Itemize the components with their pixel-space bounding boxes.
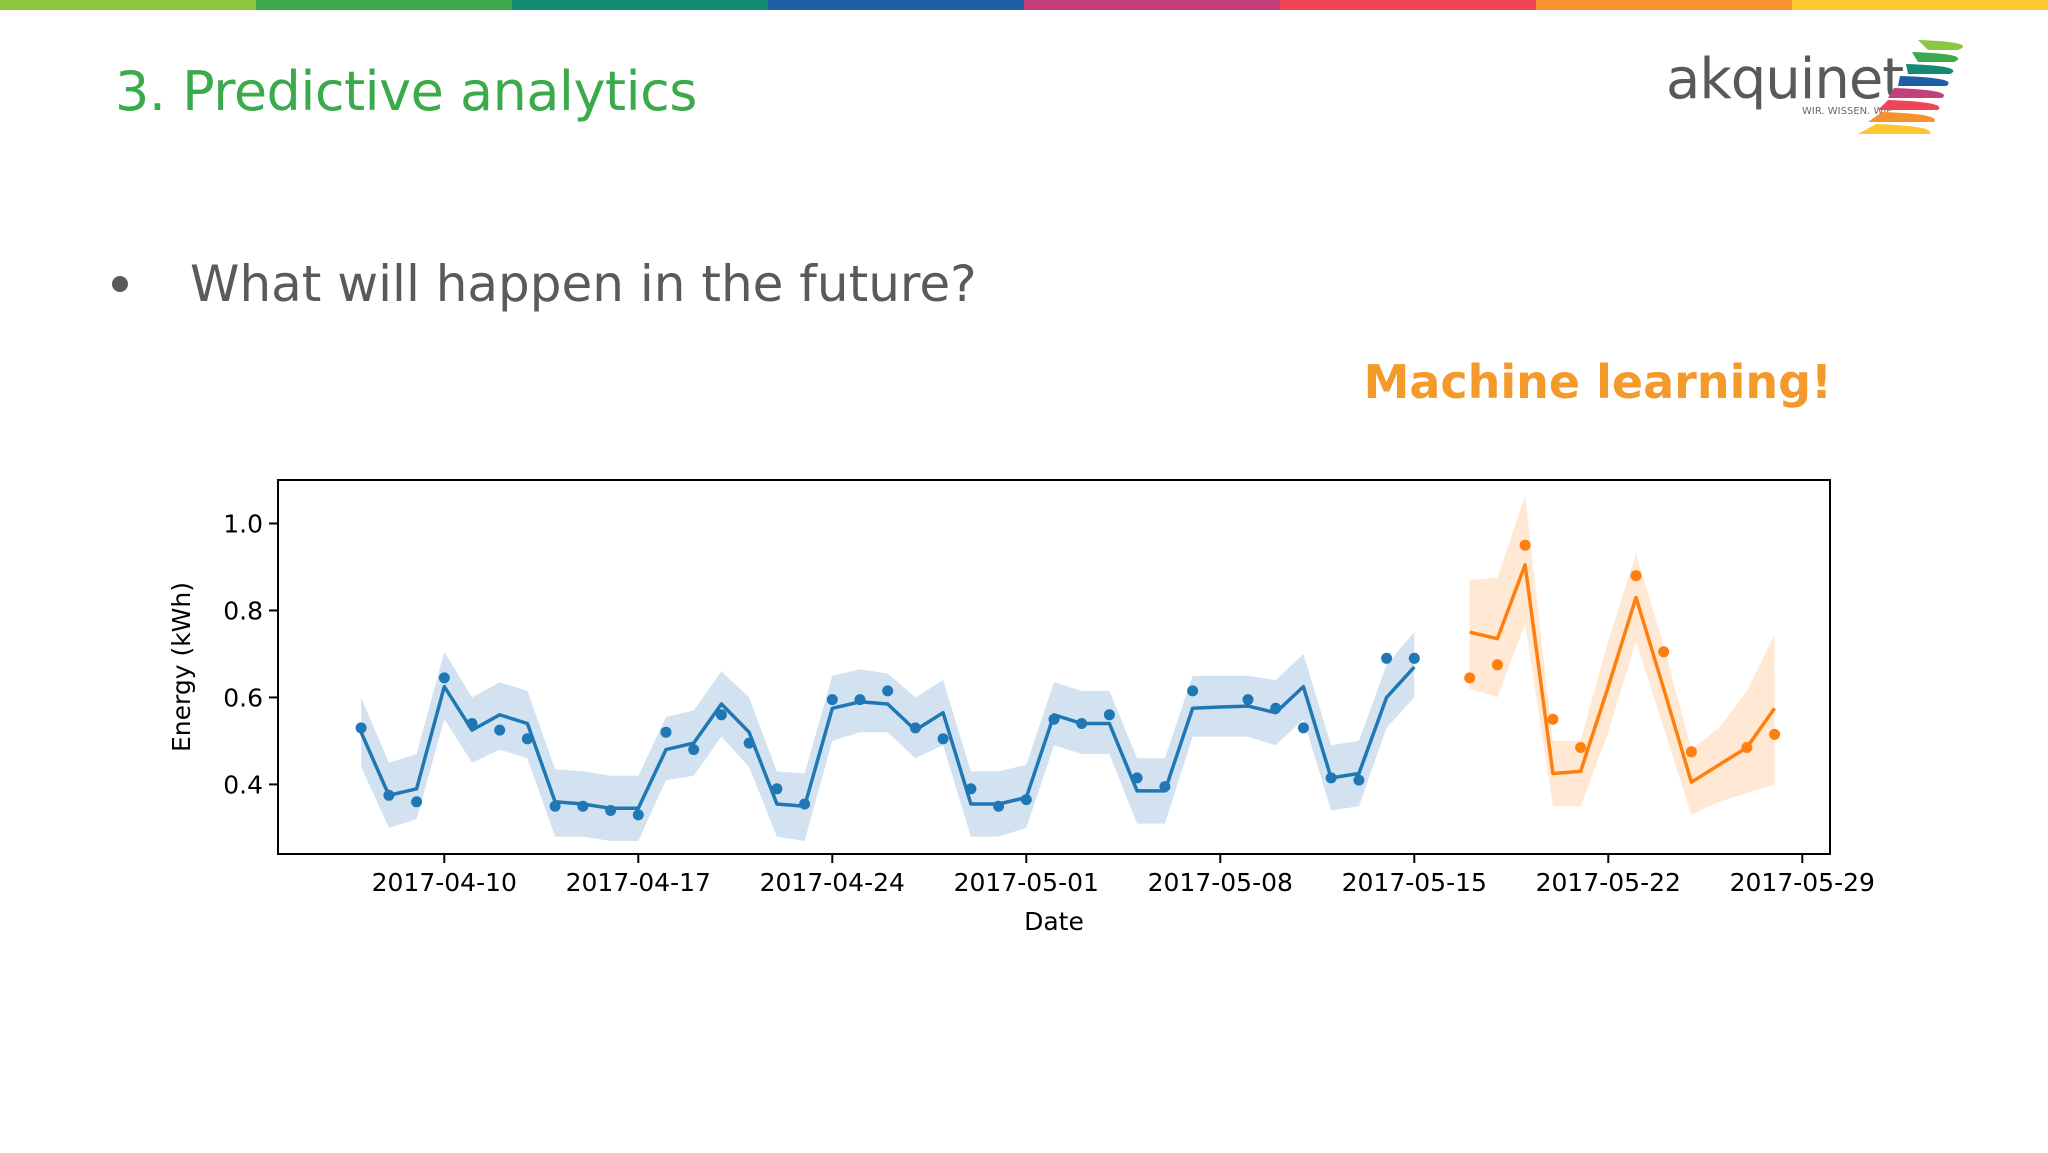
logo-stripe	[1918, 40, 1963, 50]
bullet-item: What will happen in the future?	[112, 255, 977, 313]
data-point	[1575, 742, 1587, 753]
logo-stripe	[1888, 88, 1944, 98]
data-point	[1491, 659, 1503, 671]
data-point	[1519, 539, 1531, 551]
y-tick-label: 0.8	[223, 596, 263, 625]
data-point	[411, 796, 423, 808]
data-point	[383, 789, 395, 801]
data-point	[1685, 746, 1697, 758]
data-point	[438, 672, 450, 684]
data-point	[1464, 672, 1476, 684]
logo-stripe	[1868, 112, 1935, 122]
logo-stripe	[1898, 76, 1949, 86]
top-bar-segment	[1536, 0, 1792, 10]
x-tick-label: 2017-04-17	[566, 868, 711, 897]
x-tick-label: 2017-04-10	[372, 868, 517, 897]
data-point	[743, 737, 755, 749]
data-point	[660, 726, 672, 738]
data-point	[1630, 570, 1642, 582]
bullet-text: What will happen in the future?	[190, 255, 977, 313]
data-point	[715, 709, 727, 721]
series-line	[1469, 563, 1777, 784]
top-bar-segment	[0, 0, 256, 10]
data-point	[937, 733, 949, 745]
data-point	[1103, 709, 1115, 721]
y-tick-label: 0.4	[223, 770, 263, 799]
x-tick-label: 2017-04-24	[760, 868, 905, 897]
x-tick-label: 2017-05-22	[1536, 868, 1681, 897]
data-point	[826, 694, 838, 706]
logo-stripe	[1906, 64, 1954, 74]
energy-chart: 2017-04-10 2017-04-17 2017-04-24 2017-05-01…	[167, 479, 1875, 936]
top-bar-segment	[1024, 0, 1280, 10]
top-bar-segment	[1280, 0, 1536, 10]
x-tick-label: 2017-05-15	[1342, 868, 1487, 897]
data-point	[965, 783, 977, 795]
top-bar-segment	[768, 0, 1024, 10]
data-point	[494, 724, 506, 736]
data-point	[1658, 646, 1670, 658]
data-point	[1353, 774, 1365, 786]
data-point	[632, 809, 644, 821]
logo-stripe	[1912, 52, 1959, 62]
x-tick-label: 2017-05-29	[1730, 868, 1875, 897]
data-point	[1159, 781, 1171, 793]
data-point	[1020, 794, 1032, 806]
top-bar-segment	[1792, 0, 2048, 10]
data-point	[1325, 772, 1337, 784]
data-point	[854, 694, 866, 706]
confidence-band	[1469, 495, 1775, 815]
data-point	[521, 733, 533, 745]
data-point	[1270, 702, 1282, 714]
data-point	[466, 718, 478, 729]
data-point	[1408, 652, 1420, 664]
data-point	[688, 744, 700, 756]
data-point	[1741, 742, 1753, 753]
data-point	[909, 722, 921, 734]
top-bar-segment	[256, 0, 512, 10]
logo-tagline: WIR. WISSEN. WIE.	[1802, 106, 1896, 117]
logo-stripe	[1878, 100, 1940, 110]
data-point	[1131, 772, 1143, 784]
data-point	[577, 800, 589, 812]
data-point	[605, 805, 617, 816]
top-color-bar	[0, 0, 2048, 10]
x-tick-label: 2017-05-01	[954, 868, 1099, 897]
y-axis-label: Energy (kWh)	[167, 582, 196, 752]
akquinet-logo: akquinet WIR. WISSEN. WIE.	[1666, 40, 1963, 134]
data-point	[993, 800, 1005, 812]
data-point	[1547, 713, 1559, 725]
data-point	[1242, 694, 1254, 706]
data-point	[1297, 722, 1309, 734]
x-tick-label: 2017-05-08	[1148, 868, 1293, 897]
logo-wordmark: akquinet	[1666, 47, 1903, 112]
data-point	[1187, 685, 1199, 697]
y-tick-label: 1.0	[223, 509, 263, 538]
data-point	[1769, 728, 1781, 740]
bullet-icon	[112, 276, 128, 292]
highlight-text: Machine learning!	[1363, 355, 1832, 409]
logo-stripe	[1858, 124, 1931, 134]
logo-swoosh-icon	[1858, 40, 1963, 134]
data-point	[549, 800, 561, 812]
data-point	[355, 722, 367, 734]
data-point	[1048, 713, 1060, 725]
data-point	[799, 798, 811, 810]
data-point	[1076, 718, 1088, 729]
data-point	[1381, 652, 1393, 664]
series-line	[359, 665, 1416, 811]
data-point	[771, 783, 783, 795]
data-point	[882, 685, 894, 697]
y-tick-label: 0.6	[223, 683, 263, 712]
top-bar-segment	[512, 0, 768, 10]
slide-title: 3. Predictive analytics	[115, 60, 697, 123]
plot-frame	[277, 479, 1831, 855]
confidence-band	[361, 632, 1415, 841]
x-axis-label: Date	[1024, 907, 1084, 936]
